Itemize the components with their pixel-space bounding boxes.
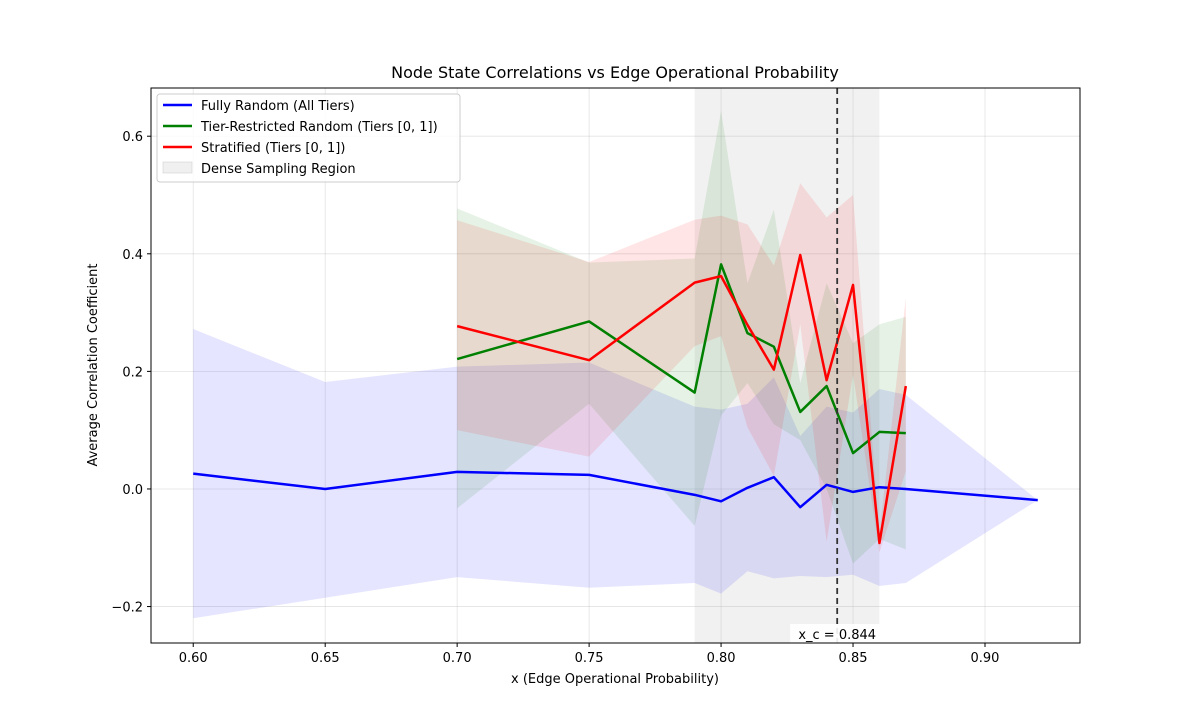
x-tick-label: 0.60 xyxy=(179,651,208,666)
y-axis-label: Average Correlation Coefficient xyxy=(86,263,101,466)
series-2-line xyxy=(456,253,908,545)
critical-label-box xyxy=(790,624,885,644)
y-tick-label: −0.2 xyxy=(111,601,143,616)
y-tick-label: 0.4 xyxy=(122,248,143,263)
x-axis-label: x (Edge Operational Probability) xyxy=(511,672,719,687)
series-0-confidence-band xyxy=(193,329,1038,619)
legend-label-dense-region: Dense Sampling Region xyxy=(201,162,356,177)
x-tick-label: 0.90 xyxy=(971,651,1000,666)
x-tick-label: 0.80 xyxy=(707,651,736,666)
legend-swatch-dense-region xyxy=(162,161,193,174)
dense-region-layer xyxy=(694,88,880,643)
x-tick-label: 0.75 xyxy=(575,651,604,666)
series-1-line xyxy=(456,263,906,455)
legend: Fully Random (All Tiers) Tier-Restricted… xyxy=(156,93,461,183)
y-tick-label: 0.6 xyxy=(122,130,143,145)
axes-frame xyxy=(150,87,1081,644)
y-tick-label: 0.0 xyxy=(122,483,143,498)
x-tick-label: 0.70 xyxy=(443,651,472,666)
y-tick-label: 0.2 xyxy=(122,365,143,380)
x-tick-label: 0.85 xyxy=(839,651,868,666)
legend-label-fully-random: Fully Random (All Tiers) xyxy=(201,99,355,114)
x-tick-label: 0.65 xyxy=(311,651,340,666)
legend-label-tier-restricted: Tier-Restricted Random (Tiers [0, 1]) xyxy=(200,120,438,135)
legend-frame xyxy=(156,93,461,183)
ticks-layer: 0.60 0.65 0.70 0.75 0.80 0.85 0.90 −0.2 0.0 0.2 0.… xyxy=(111,130,999,666)
series-lines-layer xyxy=(193,253,1038,545)
critical-x-label: x_c = 0.844 xyxy=(798,628,876,643)
series-2-confidence-band xyxy=(457,183,906,553)
legend-label-stratified: Stratified (Tiers [0, 1]) xyxy=(201,141,345,156)
grid-layer xyxy=(151,88,1080,643)
critical-line-layer: x_c = 0.844 xyxy=(790,88,885,644)
dense-region-band xyxy=(694,88,880,643)
confidence-bands-layer xyxy=(193,110,1038,619)
chart-title: Node State Correlations vs Edge Operatio… xyxy=(391,63,839,82)
series-1-confidence-band xyxy=(457,110,906,564)
